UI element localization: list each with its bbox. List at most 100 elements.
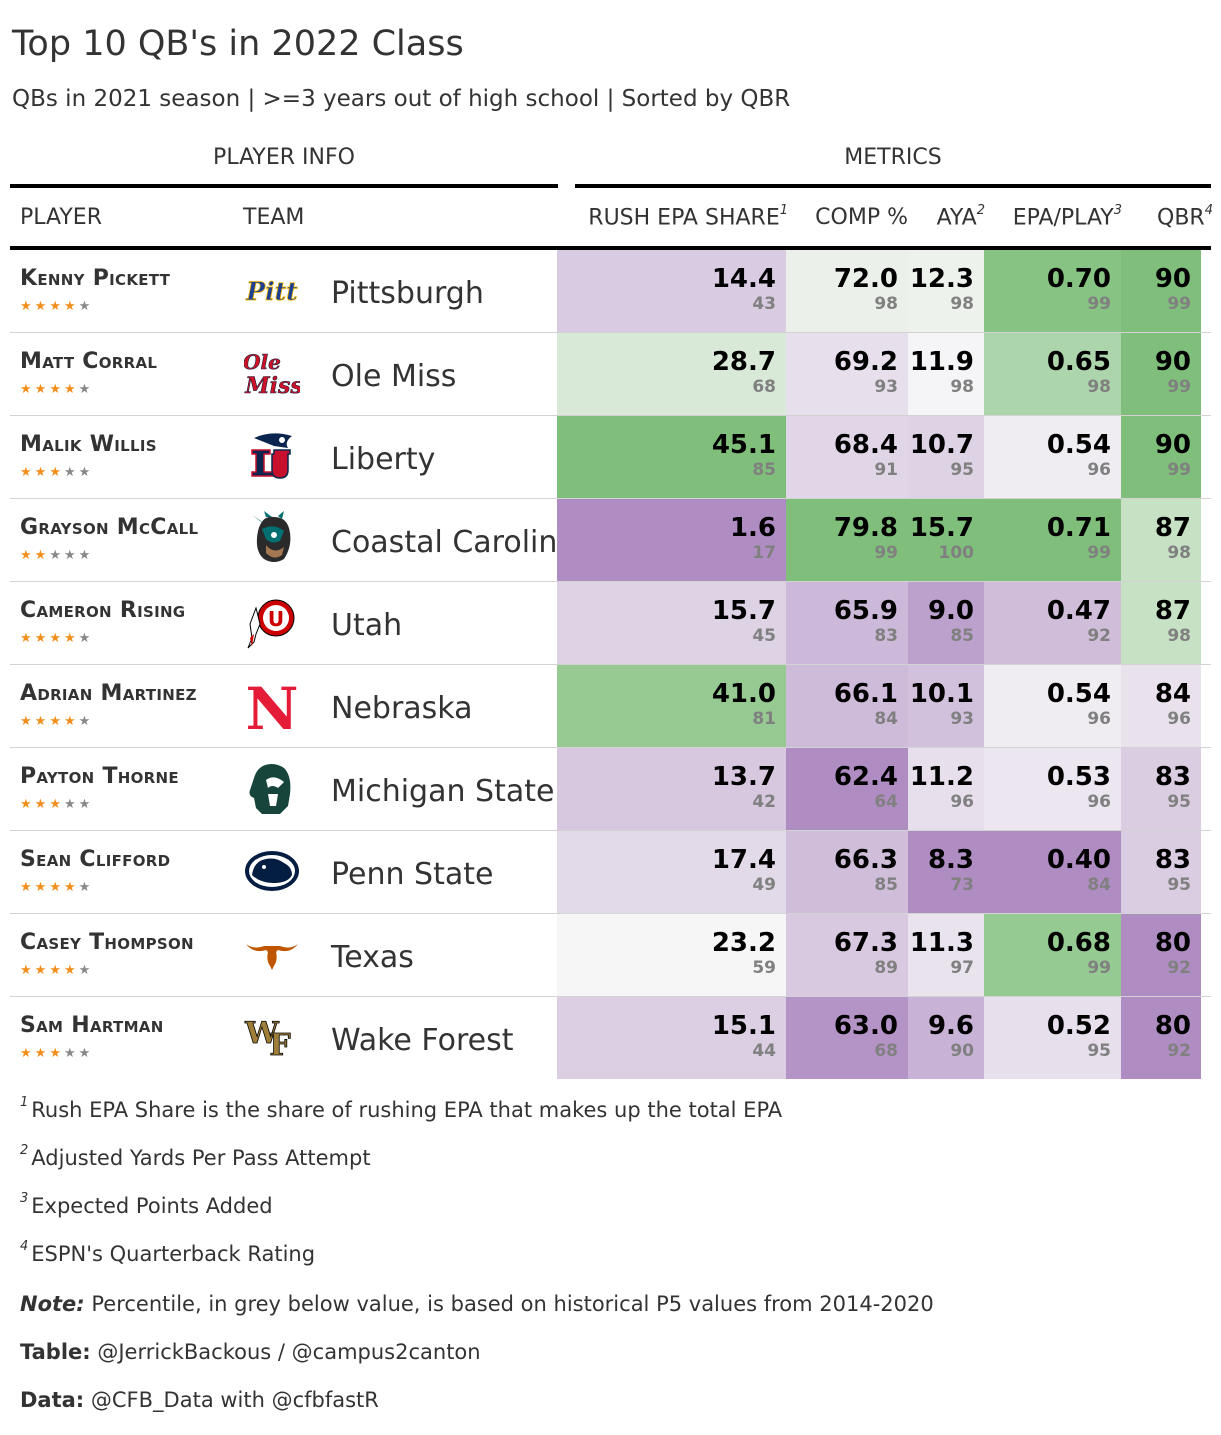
metric-percentile: 49: [752, 875, 776, 895]
svg-text:N: N: [245, 677, 298, 733]
metric-cell-aya: 10.1 93: [908, 665, 984, 747]
metric-value: 23.2: [711, 928, 776, 958]
metric-value: 66.3: [833, 845, 898, 875]
star-empty-icon: ★: [78, 382, 94, 397]
metric-cell-qbr: 83 95: [1121, 831, 1201, 913]
player-name: Kenny Pickett: [20, 266, 171, 291]
metric-percentile: 98: [1087, 377, 1111, 397]
svg-text:W: W: [244, 1016, 280, 1051]
metric-value: 15.7: [711, 596, 776, 626]
table-row: Adrian Martinez ★★★★★ N Nebraska 41.0 81 66.1 8…: [10, 665, 1211, 748]
metric-cell-rush: 13.7 42: [557, 748, 786, 830]
star-empty-icon: ★: [78, 880, 94, 895]
star-filled-icon: ★: [34, 382, 50, 397]
source-note-text: @CFB_Data with @cfbfastR: [84, 1388, 379, 1412]
metric-percentile: 43: [752, 294, 776, 314]
player-star-rating: ★★★★★: [20, 548, 93, 563]
table-row: Matt Corral ★★★★★ Ole Miss Ole Miss 28.7 68 69.…: [10, 333, 1211, 416]
star-filled-icon: ★: [34, 714, 50, 729]
metric-percentile: 99: [1167, 377, 1191, 397]
metric-value: 62.4: [833, 762, 898, 792]
metric-cell-epa: 0.53 96: [984, 748, 1121, 830]
metric-cell-comp: 65.9 83: [786, 582, 908, 664]
star-filled-icon: ★: [20, 880, 35, 895]
spanner-player-info: PLAYER INFO: [213, 145, 355, 170]
metric-percentile: 68: [752, 377, 776, 397]
liberty-logo: [244, 428, 300, 484]
metric-percentile: 95: [1167, 792, 1191, 812]
player-star-rating: ★★★★★: [20, 382, 93, 397]
metric-cell-qbr: 80 92: [1121, 914, 1201, 996]
footnote-text: Adjusted Yards Per Pass Attempt: [31, 1146, 371, 1170]
team-name: Utah: [331, 608, 403, 643]
metric-value: 45.1: [711, 430, 776, 460]
metric-cell-rush: 28.7 68: [557, 333, 786, 415]
metric-percentile: 95: [1167, 875, 1191, 895]
table-row: Casey Thompson ★★★★★ Texas 23.2 59 67.3 89 11.3…: [10, 914, 1211, 997]
metric-cell-aya: 9.6 90: [908, 997, 984, 1079]
metric-cell-comp: 66.3 85: [786, 831, 908, 913]
metric-value: 0.68: [1046, 928, 1111, 958]
team-name: Michigan State: [331, 774, 555, 809]
star-filled-icon: ★: [34, 465, 50, 480]
metric-cell-comp: 79.8 99: [786, 499, 908, 581]
footnote: 4 ESPN's Quarterback Rating: [20, 1239, 315, 1266]
metric-cell-rush: 23.2 59: [557, 914, 786, 996]
metric-percentile: 98: [1167, 543, 1191, 563]
footnote-text: Rush EPA Share is the share of rushing E…: [31, 1098, 783, 1122]
metric-percentile: 96: [1087, 792, 1111, 812]
star-filled-icon: ★: [49, 631, 64, 646]
team-name: Liberty: [331, 442, 436, 477]
metric-value: 0.71: [1046, 513, 1111, 543]
table-row: Sam Hartman ★★★★★ W F Wake Forest 15.1 44 63.0 6…: [10, 997, 1211, 1080]
metric-percentile: 81: [752, 709, 776, 729]
nebraska-logo: N: [244, 675, 300, 743]
metric-percentile: 96: [1167, 709, 1191, 729]
chart-subtitle: QBs in 2021 season | >=3 years out of hi…: [12, 86, 791, 112]
svg-text:U: U: [268, 607, 284, 631]
metric-value: 14.4: [711, 264, 776, 294]
star-empty-icon: ★: [78, 299, 94, 314]
metric-cell-aya: 11.3 97: [908, 914, 984, 996]
source-note: Data: @CFB_Data with @cfbfastR: [20, 1388, 379, 1412]
table-row: Grayson McCall ★★★★★ Coastal Carolina 1.6 17…: [10, 499, 1211, 582]
metric-cell-qbr: 90 99: [1121, 333, 1201, 415]
svg-text:Miss: Miss: [244, 373, 300, 399]
star-filled-icon: ★: [49, 382, 64, 397]
spanner-rule-player-info: [10, 184, 558, 188]
source-note-text: Percentile, in grey below value, is base…: [84, 1292, 934, 1316]
star-filled-icon: ★: [20, 382, 35, 397]
metric-value: 28.7: [711, 347, 776, 377]
metric-percentile: 99: [1087, 543, 1111, 563]
table-row: Payton Thorne ★★★★★ Michigan State 13.7 42 62…: [10, 748, 1211, 831]
star-filled-icon: ★: [34, 548, 50, 563]
star-empty-icon: ★: [78, 714, 94, 729]
metric-cell-qbr: 90 99: [1121, 250, 1201, 332]
metric-cell-rush: 15.7 45: [557, 582, 786, 664]
star-empty-icon: ★: [63, 548, 79, 563]
metric-percentile: 91: [874, 460, 898, 480]
column-header-comp-pct: COMP %: [815, 205, 908, 230]
metric-value: 10.7: [909, 430, 974, 460]
star-filled-icon: ★: [20, 299, 35, 314]
source-note-label: Data:: [20, 1388, 85, 1412]
star-filled-icon: ★: [49, 963, 64, 978]
metric-value: 63.0: [833, 1011, 898, 1041]
penn-state-logo: [244, 843, 300, 899]
metric-value: 0.65: [1046, 347, 1111, 377]
column-header-team: TEAM: [243, 205, 305, 230]
metric-percentile: 99: [1087, 958, 1111, 978]
metric-cell-comp: 62.4 64: [786, 748, 908, 830]
footnote: 2 Adjusted Yards Per Pass Attempt: [20, 1143, 371, 1170]
metric-value: 87: [1154, 513, 1191, 543]
header-rule: [10, 246, 1211, 250]
metric-value: 65.9: [833, 596, 898, 626]
metric-percentile: 98: [950, 294, 974, 314]
footnote: 1 Rush EPA Share is the share of rushing …: [20, 1095, 783, 1122]
metric-cell-qbr: 87 98: [1121, 582, 1201, 664]
metric-value: 90: [1154, 264, 1191, 294]
player-name: Cameron Rising: [20, 598, 186, 623]
metric-cell-comp: 66.1 84: [786, 665, 908, 747]
metric-percentile: 92: [1167, 958, 1191, 978]
player-name: Casey Thompson: [20, 930, 194, 955]
